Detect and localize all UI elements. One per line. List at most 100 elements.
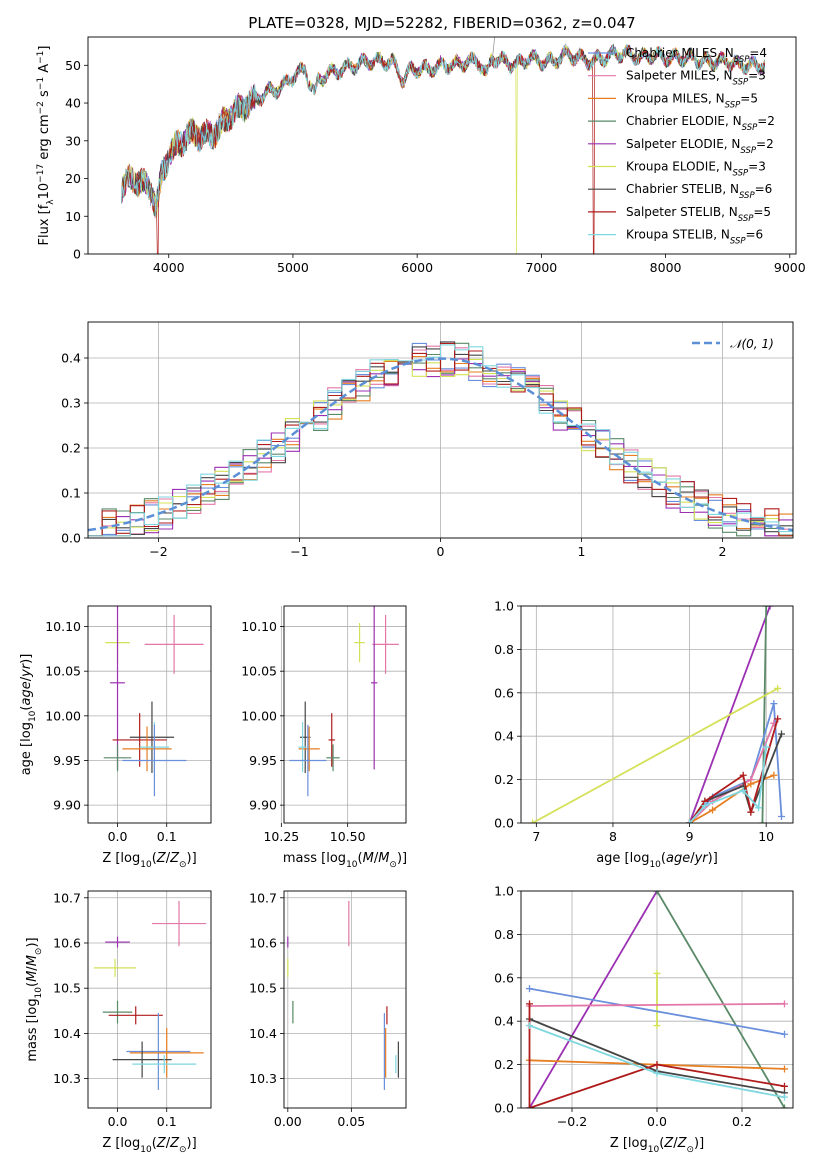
label-part: ( bbox=[661, 851, 666, 866]
legend-series-name: Salpeter ELODIE, N bbox=[626, 137, 740, 151]
y-tick-label: 10.3 bbox=[249, 1071, 277, 1086]
weight-marker bbox=[781, 1030, 788, 1038]
weight-line-kroupa-elodie bbox=[532, 687, 779, 823]
label-part: )] bbox=[397, 851, 407, 866]
axes-frame bbox=[87, 321, 794, 539]
weight-marker bbox=[766, 606, 774, 610]
label-part: 10 bbox=[140, 860, 152, 870]
label-part: / bbox=[25, 966, 40, 971]
y-tick-label: 40 bbox=[65, 96, 81, 111]
y-tick-label: 0.8 bbox=[494, 642, 514, 657]
weight-marker bbox=[653, 1069, 661, 1077]
legend-subscript: SSP bbox=[739, 191, 755, 201]
legend-subscript: SSP bbox=[730, 237, 746, 247]
x-tick-label: 8000 bbox=[650, 260, 682, 275]
x-tick-label: 0.2 bbox=[732, 1114, 752, 1129]
weight-marker bbox=[778, 812, 786, 820]
legend-subscript: SSP bbox=[734, 55, 750, 65]
label-part: age bbox=[19, 681, 34, 705]
y-tick-label: 0.2 bbox=[494, 1057, 514, 1072]
weight-marker bbox=[781, 1104, 788, 1108]
x-tick-label: 4000 bbox=[153, 260, 185, 275]
histograms bbox=[88, 341, 793, 537]
y-axis-label: age [log10(age/yr)] bbox=[19, 654, 38, 776]
y-tick-label: 10.10 bbox=[241, 619, 277, 634]
label-part: 10 bbox=[649, 860, 661, 870]
weight-marker bbox=[770, 771, 778, 779]
x-tick-label: 0.1 bbox=[157, 829, 177, 844]
spectrum-lines bbox=[121, 37, 766, 254]
label-part: Z [log bbox=[102, 851, 140, 866]
weight-marker bbox=[758, 819, 766, 823]
label-part: )] bbox=[187, 851, 197, 866]
legend-subscript: SSP bbox=[733, 169, 749, 179]
x-tick-label: 10 bbox=[758, 829, 774, 844]
axes-frame bbox=[520, 605, 794, 824]
x-tick-label: 2 bbox=[719, 544, 727, 559]
label-part: )] bbox=[694, 1136, 704, 1151]
label-part: ( bbox=[358, 851, 363, 866]
label-part: 10 bbox=[140, 1145, 152, 1155]
y-tick-label: 10.00 bbox=[241, 708, 277, 723]
label-part: yr bbox=[694, 851, 710, 866]
weight-marker bbox=[774, 684, 782, 692]
x-tick-label: 0.05 bbox=[337, 1114, 365, 1129]
y-tick-label: 0.2 bbox=[61, 441, 81, 456]
weight-marker bbox=[686, 819, 694, 823]
y-axis-label: Flux [fλ10−17 erg cm−2 s−1 A−1] bbox=[36, 46, 56, 246]
axes-frame bbox=[520, 890, 794, 1109]
axes-frame bbox=[283, 605, 407, 824]
weight-vs-z-panel: −0.2 0.0 0.20.00.20.40.60.81.0Z [log10(Z/Z… bbox=[494, 884, 794, 1155]
label-part: )] bbox=[187, 1136, 197, 1151]
legend-subscript: SSP bbox=[738, 214, 754, 224]
error-bars bbox=[289, 606, 399, 797]
spectrum-spike bbox=[491, 37, 496, 66]
label-part: / bbox=[673, 1136, 678, 1151]
label-part: ⊙ bbox=[686, 1145, 694, 1155]
y-tick-label: 10.05 bbox=[45, 664, 81, 679]
legend-subscript: SSP bbox=[742, 123, 758, 133]
x-tick-label: 8 bbox=[609, 829, 617, 844]
y-tick-label: 0.6 bbox=[494, 970, 514, 985]
legend-series-name: Chabrier MILES, N bbox=[626, 46, 734, 60]
y-tick-label: 10.3 bbox=[53, 1071, 81, 1086]
legend-nssp: =3 bbox=[748, 160, 766, 174]
label-part: ( bbox=[19, 706, 34, 711]
label-part: ⊙ bbox=[179, 860, 187, 870]
weight-line-chabrier-elodie bbox=[761, 606, 768, 823]
weight-marker bbox=[526, 985, 533, 993]
label-part: )] bbox=[19, 654, 34, 664]
label-part: ( bbox=[152, 851, 157, 866]
axes-frame bbox=[283, 890, 407, 1109]
y-tick-label: 1.0 bbox=[494, 884, 514, 899]
weight-marker bbox=[755, 804, 763, 812]
weight-marker bbox=[739, 786, 747, 794]
label-part: s bbox=[37, 90, 52, 101]
label-part: 10 bbox=[34, 987, 44, 999]
axes-frame bbox=[87, 36, 797, 255]
x-tick-label: 0.0 bbox=[647, 1114, 667, 1129]
y-tick-label: 0.4 bbox=[61, 351, 81, 366]
histogram-kroupa-stelib bbox=[88, 344, 793, 537]
weight-marker bbox=[709, 806, 717, 814]
weight-line-salpeter-stelib bbox=[528, 1003, 785, 1108]
x-tick-label: 0.00 bbox=[274, 1114, 302, 1129]
label-part: )] bbox=[25, 937, 40, 947]
weight-marker bbox=[770, 700, 778, 708]
weight-marker bbox=[781, 1000, 788, 1008]
weight-marker bbox=[762, 743, 770, 751]
y-tick-label: 10.4 bbox=[53, 1026, 81, 1041]
y-tick-label: 10 bbox=[65, 209, 81, 224]
x-tick-label: 7000 bbox=[525, 260, 557, 275]
label-part: Z [log bbox=[610, 1136, 648, 1151]
error-bars bbox=[93, 900, 207, 1090]
x-axis-label: Z [log10(Z/Z⊙)] bbox=[102, 1136, 196, 1155]
error-bars bbox=[287, 900, 399, 1090]
error-bars bbox=[103, 606, 204, 797]
legend-nssp: =6 bbox=[755, 182, 773, 196]
legend-entry: Kroupa STELIB, NSSP=6 bbox=[626, 228, 763, 247]
